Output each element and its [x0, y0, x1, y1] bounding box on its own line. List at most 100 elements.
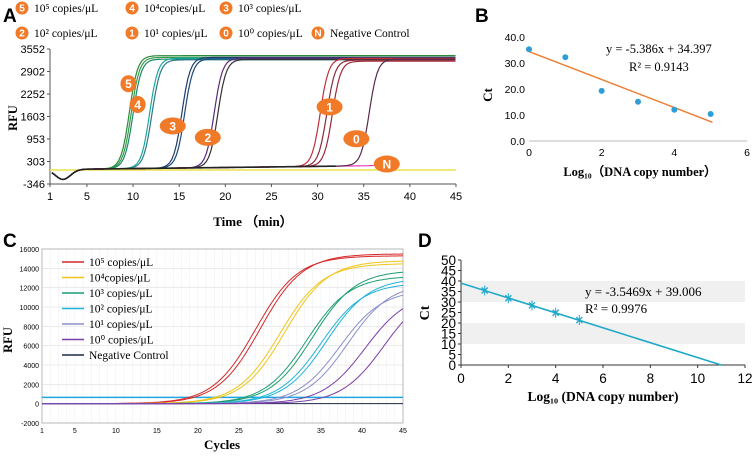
x-tick-label: 1	[40, 428, 44, 435]
legend-label: 10⁵ copies/μL	[34, 3, 98, 15]
data-point	[552, 309, 560, 317]
y-axis-title: Ct	[480, 87, 495, 101]
y-tick-label: 40	[441, 274, 456, 289]
data-point	[575, 316, 583, 324]
curve-marker-label: 2	[204, 131, 211, 145]
x-axis-title: Cycles	[204, 437, 240, 452]
legend-marker-icon	[311, 26, 325, 40]
y-axis-title: Ct	[418, 305, 433, 320]
grid-band	[461, 323, 745, 344]
curve-marker-icon	[159, 117, 186, 135]
x-axis-title: Log₁₀ (DNA copy number)	[528, 389, 679, 404]
trendline	[460, 282, 722, 366]
y-tick-label: 1603	[21, 112, 45, 124]
y-axis-title: RFU	[1, 327, 15, 353]
y-tick-label: 45	[441, 264, 456, 279]
x-tick-label: 20	[219, 191, 231, 203]
x-tick-label: 2	[505, 371, 513, 386]
panel-c-qpcr-chart: -2000 0 2000 4000 6000 8000 10000 12000 14000 160…	[1, 247, 407, 452]
legend-label: 10² copies/μL	[89, 304, 153, 316]
x-tick-label: 4	[552, 371, 560, 386]
x-tick-label: 4	[671, 147, 677, 159]
x-tick-label: 25	[235, 428, 243, 435]
x-tick-label: 35	[358, 191, 370, 203]
x-tick-label: 15	[173, 191, 185, 203]
legend-label: 10³ copies/μL	[89, 288, 153, 300]
data-point	[526, 46, 532, 53]
legend-marker-label: 4	[129, 4, 135, 15]
y-tick-label: 14000	[20, 266, 40, 273]
x-tick-label: 40	[358, 428, 366, 435]
legend-marker-label: 0	[223, 29, 229, 40]
x-tick-label: 30	[276, 428, 284, 435]
data-point	[598, 87, 605, 94]
x-tick-label: 0	[526, 147, 532, 159]
x-tick-label: 12	[737, 371, 752, 386]
curve-marker-label: N	[382, 158, 391, 172]
x-tick-label: 25	[265, 191, 277, 203]
legend-label: 10³ copies/μL	[238, 3, 302, 15]
x-tick-label: 8	[647, 371, 655, 386]
legend-label: 10⁰ copies/μL	[238, 28, 303, 40]
x-tick-label: 5	[84, 191, 90, 203]
data-point	[707, 110, 714, 117]
y-tick-label: 16000	[20, 247, 40, 254]
legend-marker-icon	[125, 26, 139, 40]
legend-label: 10¹ copies/μL	[144, 28, 208, 40]
x-tick-label: 40	[404, 191, 416, 203]
panel-letter-c: C	[3, 231, 17, 252]
baseline-curves	[51, 165, 336, 181]
panel-letter-d: D	[418, 231, 432, 252]
amplification-curve-5	[51, 54, 456, 181]
legend-label: 10⁰ copies/μL	[89, 335, 154, 347]
data-point	[504, 294, 512, 302]
legend-marker-label: N	[314, 29, 321, 40]
legend-marker-icon	[15, 1, 29, 15]
legend-marker-icon	[15, 26, 29, 40]
curve-marker-label: 1	[326, 100, 333, 114]
y-tick-label: 953	[27, 134, 45, 146]
curve-marker-label: 3	[169, 119, 176, 133]
y-tick-label: 0.0	[510, 136, 525, 148]
panel-b-standard-curve: 0.0 10.0 20.0 30.0 40.0 0 2 4 6 Ct Log₁₀（DNA copy …	[480, 32, 750, 179]
x-tick-label: 30	[311, 191, 323, 203]
legend-label: 10¹ copies/μL	[89, 319, 153, 331]
curve-marker-label: 0	[353, 132, 360, 146]
legend-marker-icon	[125, 1, 139, 15]
x-tick-label: 35	[317, 428, 325, 435]
y-tick-label: 25	[441, 306, 456, 321]
y-tick-label: 35	[441, 285, 456, 300]
y-tick-label: 10000	[20, 305, 40, 312]
y-tick-label: 2252	[21, 89, 45, 101]
y-tick-label: 3552	[21, 44, 45, 56]
r-squared-label: R² = 0.9976	[585, 301, 648, 316]
y-tick-label: 30.0	[505, 58, 526, 70]
legend-label: 10⁵ copies/μL	[89, 257, 153, 269]
y-tick-label: 5	[448, 348, 456, 363]
legend-label: 10² copies/μL	[34, 28, 98, 40]
x-tick-label: 45	[450, 191, 462, 203]
curve-marker-icon	[373, 155, 400, 173]
data-point	[562, 54, 569, 61]
y-tick-label: -2000	[21, 421, 39, 428]
curve-marker-label: 5	[125, 77, 132, 91]
curve-marker-icon	[120, 75, 137, 93]
x-axis-title: Time （min）	[213, 214, 293, 229]
panel-a-amplification-chart: 5 10⁵ copies/μL 4 10⁴copies/μL 3 10³ copies/μ…	[6, 1, 462, 229]
equation-label: y = -3.5469x + 39.006	[585, 284, 702, 299]
legend-label: 10⁴copies/μL	[89, 273, 150, 285]
x-tick-label: 15	[153, 428, 161, 435]
x-tick-label: 2	[599, 147, 605, 159]
curve-marker-icon	[316, 98, 343, 116]
y-axis-title: RFU	[6, 105, 20, 131]
y-tick-label: 10.0	[505, 110, 526, 122]
x-tick-label: 10	[112, 428, 120, 435]
y-tick-label: 303	[27, 157, 45, 169]
x-tick-label: 5	[73, 428, 77, 435]
y-tick-label: 30	[441, 295, 456, 310]
r-squared-label: R² = 0.9143	[629, 60, 689, 74]
legend-marker-label: 2	[19, 29, 25, 40]
y-tick-label: 8000	[23, 324, 39, 331]
data-point	[528, 301, 536, 309]
amplification-curve	[42, 321, 404, 405]
